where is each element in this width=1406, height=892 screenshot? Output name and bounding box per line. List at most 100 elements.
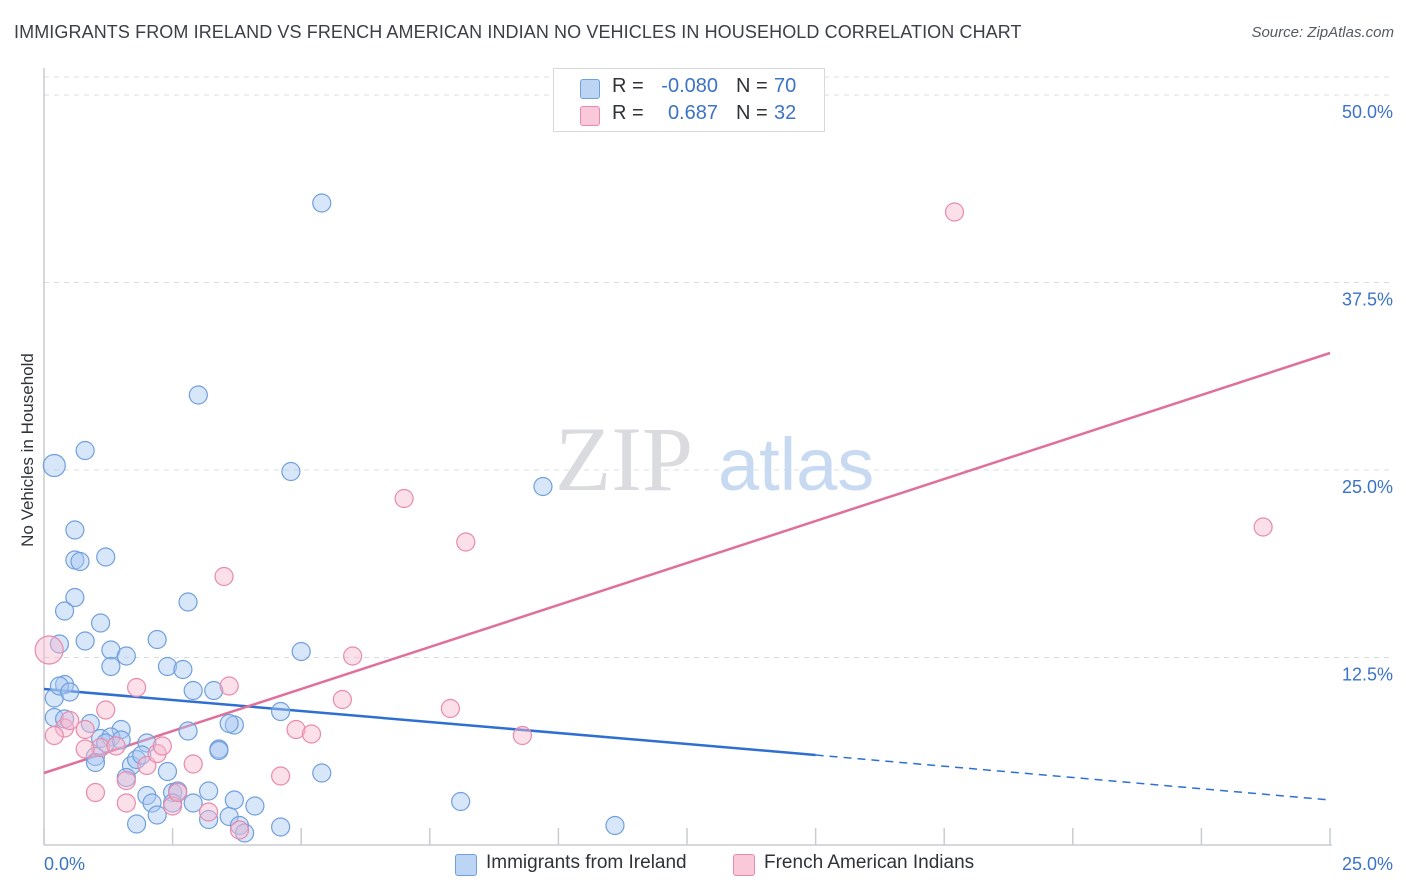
y-axis-label-wrap: No Vehicles in Household	[8, 300, 48, 600]
data-point-french-american-indians	[229, 820, 250, 840]
data-point-ireland	[157, 761, 178, 782]
data-point-french-american-indians	[60, 710, 80, 731]
data-point-ireland	[312, 763, 332, 783]
watermark-atlas: atlas	[718, 423, 874, 506]
data-point-ireland	[605, 815, 625, 836]
data-point-french-american-indians	[219, 676, 239, 696]
legend-r-label: R =	[612, 102, 644, 124]
data-point-ireland	[75, 440, 95, 461]
data-point-french-american-indians	[183, 754, 203, 774]
x-tick-label-max: 25.0%	[1342, 854, 1393, 874]
data-point-french-american-indians	[75, 739, 95, 759]
data-point-french-american-indians	[116, 770, 136, 791]
data-point-french-american-indians	[286, 719, 306, 740]
data-point-ireland	[147, 629, 167, 650]
watermark-zip: ZIP	[555, 408, 693, 510]
legend-n-value: 70	[774, 75, 797, 97]
data-point-ireland	[183, 680, 203, 701]
data-point-ireland	[101, 656, 121, 677]
data-point-ireland	[178, 721, 198, 741]
data-point-french-american-indians	[440, 698, 460, 719]
data-point-ireland	[116, 646, 136, 666]
series-legend-label-ireland: Immigrants from Ireland	[486, 852, 687, 873]
data-point-ireland	[65, 520, 85, 540]
data-point-ireland	[271, 701, 291, 722]
data-point-ireland	[85, 752, 106, 773]
data-point-french-american-indians	[456, 532, 476, 552]
trend-line-french-american-indians	[43, 351, 1331, 775]
x-tick-label-min: 0.0%	[44, 854, 85, 874]
data-point-french-american-indians	[96, 700, 116, 720]
data-point-ireland	[137, 733, 157, 753]
data-point-french-american-indians	[34, 635, 64, 665]
data-point-ireland	[271, 817, 291, 837]
chart-title: IMMIGRANTS FROM IRELAND VS FRENCH AMERIC…	[14, 22, 1022, 42]
data-point-ireland	[65, 587, 85, 608]
legend-n-value: 32	[774, 102, 797, 124]
legend-swatch-pink	[580, 106, 600, 126]
y-tick-label: 12.5%	[1342, 665, 1393, 685]
grid-lines	[44, 76, 1392, 658]
data-point-french-american-indians	[44, 725, 64, 746]
data-point-french-american-indians	[1253, 517, 1273, 537]
data-point-ireland	[183, 793, 203, 813]
data-points	[34, 193, 1273, 843]
data-point-ireland	[199, 809, 219, 830]
data-point-ireland	[209, 740, 229, 761]
data-point-ireland	[70, 551, 90, 572]
data-point-ireland	[188, 385, 208, 405]
data-point-french-american-indians	[271, 766, 291, 786]
data-point-ireland	[54, 601, 75, 621]
legend-r-label: R =	[612, 75, 644, 97]
y-axis-label: No Vehicles in Household	[18, 353, 37, 547]
legend-n-label: N =	[736, 102, 768, 124]
trend-lines	[43, 351, 1331, 801]
tick-labels: 12.5% 25.0% 37.5% 50.0% 0.0% 25.0%	[44, 102, 1393, 874]
data-point-ireland	[49, 634, 70, 654]
data-point-ireland	[85, 746, 106, 767]
data-point-ireland	[96, 547, 116, 567]
legend-row-ireland: R = -0.080 N = 70	[554, 73, 824, 101]
legend-n-label: N =	[736, 75, 768, 97]
data-point-french-american-indians	[343, 646, 363, 666]
legend-r-value: 0.687	[667, 102, 718, 124]
data-point-ireland	[245, 796, 265, 816]
source-credit: Source: ZipAtlas.com	[1251, 24, 1394, 41]
data-point-ireland	[173, 659, 193, 680]
data-point-ireland	[42, 453, 66, 478]
data-point-french-american-indians	[106, 736, 126, 756]
data-point-ireland	[49, 676, 70, 696]
data-point-ireland	[281, 461, 301, 482]
y-tick-label: 50.0%	[1342, 102, 1393, 122]
series-legend: Immigrants from Ireland French American …	[0, 850, 1406, 880]
data-point-french-american-indians	[944, 202, 965, 222]
data-point-french-american-indians	[512, 725, 532, 746]
data-point-ireland	[147, 805, 167, 825]
data-point-ireland	[75, 631, 95, 651]
data-point-french-american-indians	[199, 802, 219, 822]
legend-r-value: -0.080	[661, 75, 718, 97]
data-point-french-american-indians	[85, 782, 106, 803]
data-point-ireland	[219, 713, 239, 734]
data-point-ireland	[121, 755, 142, 776]
data-point-ireland	[80, 713, 100, 734]
data-point-ireland	[235, 823, 255, 843]
series-legend-swatch-french-american-indians	[733, 854, 755, 876]
axes	[43, 68, 1332, 846]
data-point-ireland	[291, 641, 311, 662]
data-point-ireland	[126, 814, 147, 834]
data-point-ireland	[142, 793, 162, 813]
data-point-french-american-indians	[394, 488, 414, 509]
trend-line-ireland	[43, 687, 816, 757]
data-point-ireland	[451, 791, 471, 812]
data-point-ireland	[224, 790, 244, 810]
y-tick-label: 37.5%	[1342, 290, 1393, 310]
y-tick-label: 25.0%	[1342, 477, 1393, 497]
data-point-ireland	[111, 730, 131, 750]
trend-line-ireland-projection	[815, 754, 1331, 801]
data-point-french-american-indians	[126, 677, 147, 698]
data-point-ireland	[178, 592, 198, 612]
series-legend-label-french-american-indians: French American Indians	[764, 852, 975, 873]
data-point-ireland	[132, 745, 152, 765]
